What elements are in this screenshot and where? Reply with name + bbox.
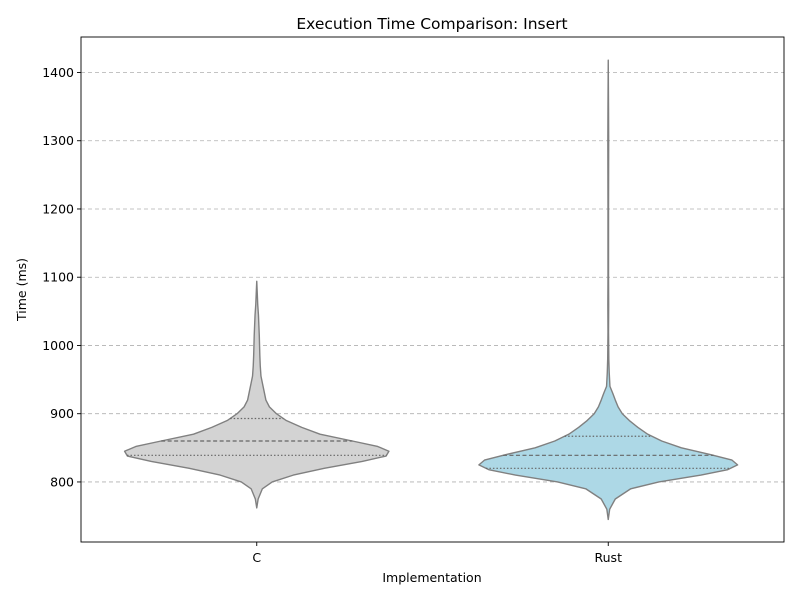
- y-axis-label: Time (ms): [14, 258, 29, 322]
- x-tick-label: C: [252, 550, 261, 565]
- x-axis-ticks: C Rust: [252, 542, 622, 565]
- violin-c: [123, 280, 390, 509]
- x-axis-label: Implementation: [382, 570, 481, 585]
- plot-frame: [80, 36, 785, 543]
- y-tick-label: 1000: [42, 338, 74, 353]
- y-tick-label: 900: [50, 406, 74, 421]
- y-tick-label: 1100: [42, 270, 74, 285]
- x-tick-label: Rust: [595, 550, 623, 565]
- y-tick-label: 800: [50, 474, 74, 489]
- y-tick-label: 1400: [42, 65, 74, 80]
- chart-title: Execution Time Comparison: Insert: [296, 15, 567, 33]
- violin-rust: [478, 59, 739, 521]
- violins: [123, 59, 739, 521]
- y-axis-ticks: 800 900 1000 1100 1200 1300 1400: [42, 65, 81, 489]
- y-tick-label: 1200: [42, 201, 74, 216]
- y-tick-label: 1300: [42, 133, 74, 148]
- grid-lines: [81, 72, 784, 483]
